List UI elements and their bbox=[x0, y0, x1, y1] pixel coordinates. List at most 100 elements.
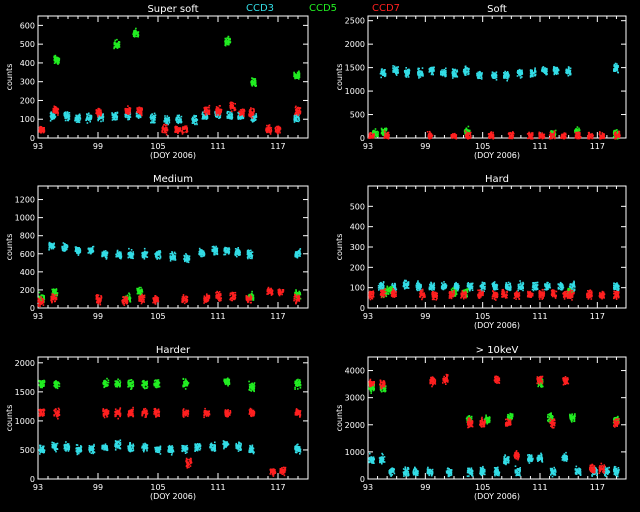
data-point bbox=[154, 121, 156, 124]
data-point bbox=[544, 72, 546, 74]
data-point bbox=[135, 32, 137, 35]
data-point bbox=[231, 104, 234, 106]
data-point bbox=[545, 70, 547, 72]
data-point bbox=[155, 301, 157, 303]
data-point bbox=[153, 300, 156, 303]
data-point bbox=[243, 115, 245, 117]
data-point bbox=[252, 298, 255, 300]
data-point bbox=[179, 127, 182, 130]
data-point bbox=[238, 254, 241, 256]
data-point bbox=[88, 118, 90, 121]
data-point bbox=[612, 132, 615, 134]
data-point bbox=[246, 253, 249, 255]
data-point bbox=[508, 74, 510, 76]
data-point bbox=[162, 126, 164, 129]
data-point bbox=[227, 111, 230, 113]
data-point bbox=[380, 132, 383, 135]
x-tick-label: 99 bbox=[93, 142, 103, 151]
data-point bbox=[56, 58, 58, 60]
data-point bbox=[226, 247, 229, 250]
data-point bbox=[156, 298, 158, 301]
data-point bbox=[539, 134, 542, 136]
data-point bbox=[463, 68, 465, 71]
data-point bbox=[134, 29, 136, 32]
data-point bbox=[295, 112, 298, 115]
data-point bbox=[617, 132, 619, 134]
data-point bbox=[145, 254, 147, 256]
data-point bbox=[155, 252, 157, 254]
data-point bbox=[193, 120, 195, 123]
data-point bbox=[79, 248, 81, 250]
data-point bbox=[534, 67, 536, 69]
data-point bbox=[116, 46, 118, 48]
data-point bbox=[407, 68, 409, 71]
data-point bbox=[587, 137, 589, 140]
data-point bbox=[42, 299, 45, 302]
data-point bbox=[127, 118, 129, 121]
data-point bbox=[203, 116, 206, 118]
data-point bbox=[534, 69, 536, 71]
data-point bbox=[298, 109, 300, 112]
data-point bbox=[371, 136, 374, 138]
data-point bbox=[146, 252, 148, 255]
data-point bbox=[115, 44, 117, 46]
data-point bbox=[299, 110, 301, 113]
data-point bbox=[52, 293, 54, 295]
data-point bbox=[444, 72, 447, 75]
data-point bbox=[131, 253, 134, 256]
data-point bbox=[296, 114, 298, 117]
data-point bbox=[89, 120, 91, 123]
data-point bbox=[77, 249, 79, 252]
data-point bbox=[380, 76, 382, 79]
data-point bbox=[122, 303, 124, 305]
data-point bbox=[195, 120, 198, 122]
legend-ccd7: CCD7 bbox=[372, 3, 400, 14]
data-point bbox=[133, 32, 135, 34]
data-point bbox=[207, 111, 210, 113]
data-point bbox=[278, 130, 280, 132]
data-point bbox=[113, 41, 116, 44]
data-point bbox=[74, 119, 76, 122]
data-point bbox=[469, 129, 471, 132]
data-point bbox=[588, 137, 590, 140]
data-point bbox=[382, 133, 384, 135]
data-point bbox=[253, 84, 256, 86]
data-point bbox=[104, 256, 107, 259]
data-point bbox=[129, 300, 131, 303]
data-point bbox=[228, 117, 230, 119]
data-point bbox=[77, 114, 80, 117]
data-point bbox=[116, 118, 118, 121]
data-point bbox=[299, 255, 301, 257]
data-point bbox=[299, 107, 302, 109]
data-point bbox=[418, 67, 420, 70]
data-point bbox=[297, 255, 299, 258]
data-point bbox=[530, 132, 533, 134]
data-point bbox=[452, 74, 455, 77]
data-point bbox=[179, 130, 181, 133]
data-point bbox=[616, 135, 618, 138]
data-point bbox=[229, 102, 231, 104]
data-point bbox=[98, 298, 100, 301]
data-point bbox=[384, 133, 386, 136]
data-point bbox=[568, 72, 571, 75]
data-point bbox=[491, 74, 493, 77]
data-point bbox=[88, 112, 90, 115]
data-point bbox=[518, 72, 521, 75]
y-tick-label: 1200 bbox=[15, 196, 35, 205]
data-point bbox=[139, 111, 141, 114]
data-point bbox=[101, 253, 104, 256]
data-point bbox=[126, 109, 128, 112]
data-point bbox=[451, 137, 453, 139]
data-point bbox=[492, 134, 494, 137]
data-point bbox=[543, 136, 546, 138]
data-point bbox=[274, 126, 277, 129]
data-point bbox=[195, 118, 197, 120]
data-point bbox=[554, 137, 556, 140]
data-point bbox=[455, 73, 457, 76]
data-point bbox=[551, 133, 554, 136]
data-point bbox=[553, 132, 556, 134]
data-point bbox=[546, 68, 548, 70]
data-point bbox=[452, 77, 454, 79]
data-point bbox=[296, 74, 299, 76]
data-point bbox=[510, 133, 513, 136]
